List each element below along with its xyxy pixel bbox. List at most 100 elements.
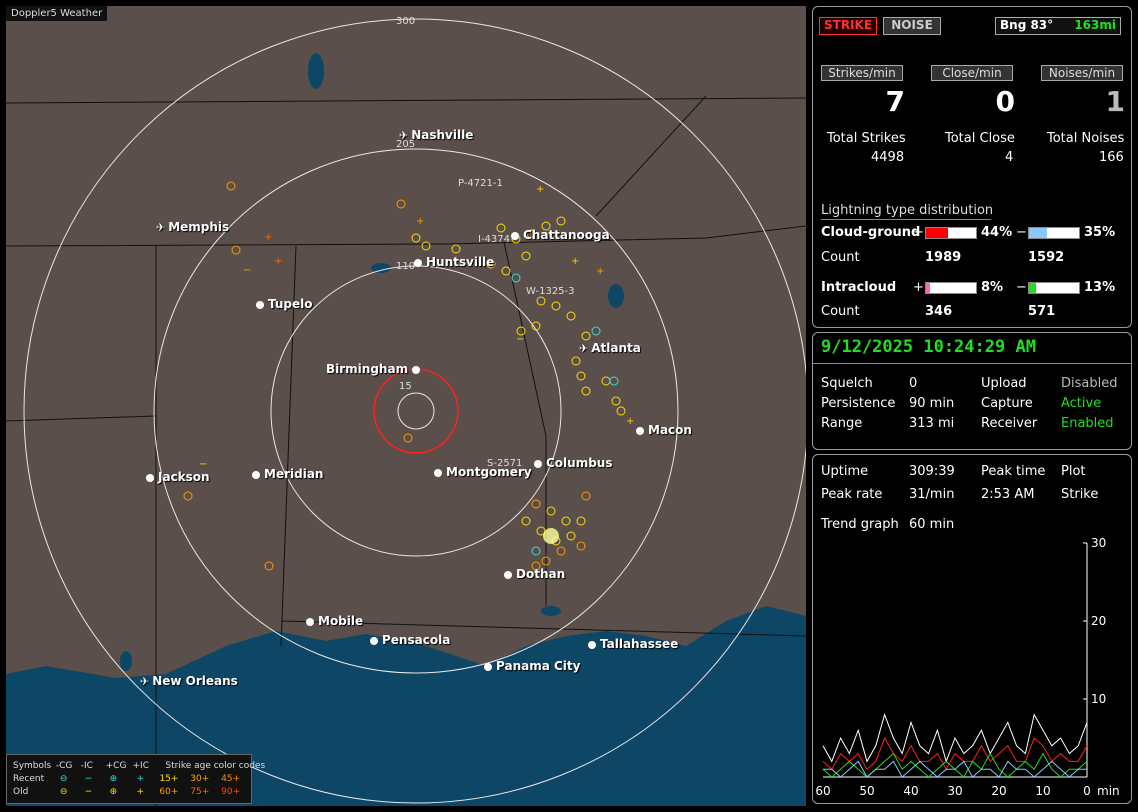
dot-icon bbox=[370, 637, 378, 645]
cg-neg-pct: 35% bbox=[1084, 225, 1116, 240]
dot-icon bbox=[412, 366, 421, 374]
squelch-label: Squelch bbox=[821, 376, 873, 391]
peak-rate-label: Peak rate bbox=[821, 487, 883, 502]
capture-value: Active bbox=[1061, 396, 1102, 411]
squelch-value: 0 bbox=[909, 376, 918, 391]
city-pensacola[interactable]: Pensacola bbox=[370, 633, 450, 647]
ic-pos-pct: 8% bbox=[981, 280, 1004, 295]
x-unit-label: min bbox=[1097, 784, 1120, 798]
upload-value: Disabled bbox=[1061, 376, 1118, 391]
neg-ic-recent-icon: − bbox=[84, 774, 93, 784]
city-meridian[interactable]: Meridian bbox=[252, 467, 323, 481]
cg-pos-count: 1989 bbox=[925, 250, 962, 265]
neg-cg-old-icon: ⊖ bbox=[59, 787, 68, 797]
minus-sign: − bbox=[1016, 225, 1027, 240]
capture-label: Capture bbox=[981, 396, 1033, 411]
city-birmingham[interactable]: Birmingham bbox=[326, 362, 424, 376]
highway-label: S-2571 bbox=[487, 458, 523, 469]
noises-min-value: 1 bbox=[1105, 85, 1125, 118]
ic-pos-fill bbox=[926, 283, 930, 293]
range-value: 313 mi bbox=[909, 416, 955, 431]
y-tick-label: 20 bbox=[1091, 614, 1106, 628]
city-panama-city[interactable]: Panama City bbox=[484, 659, 580, 673]
dot-icon bbox=[252, 471, 260, 479]
ic-neg-bar bbox=[1028, 282, 1080, 294]
pos-cg-old-icon: ⊕ bbox=[109, 787, 118, 797]
city-new-orleans[interactable]: ✈ New Orleans bbox=[140, 674, 238, 688]
peak-time-label: Peak time bbox=[981, 464, 1046, 479]
ic-neg-fill bbox=[1029, 283, 1036, 293]
pos-cg-recent-icon: ⊕ bbox=[109, 774, 118, 784]
city-nashville[interactable]: ✈ Nashville bbox=[399, 128, 474, 142]
x-tick-label: 50 bbox=[859, 784, 874, 798]
svg-text:+: + bbox=[536, 184, 544, 195]
city-macon[interactable]: Macon bbox=[636, 423, 692, 437]
age-code: 15+ bbox=[159, 774, 179, 784]
close-min-button[interactable]: Close/min bbox=[931, 65, 1013, 81]
ring-label-205: 205 bbox=[396, 139, 416, 150]
receiver-value: Enabled bbox=[1061, 416, 1114, 431]
ic-neg-pct: 13% bbox=[1084, 280, 1116, 295]
uptime-value: 309:39 bbox=[909, 464, 955, 479]
legend-old-label: Old bbox=[13, 787, 29, 797]
lightning-map[interactable]: + + + + − − − + + + Doppler5 Weather 300 205 … bbox=[6, 6, 806, 806]
city-memphis[interactable]: ✈ Memphis bbox=[156, 220, 230, 234]
cloud-ground-label: Cloud-ground bbox=[821, 225, 921, 240]
noise-button[interactable]: NOISE bbox=[883, 17, 941, 35]
neg-ic-old-icon: − bbox=[84, 787, 93, 797]
city-mobile[interactable]: Mobile bbox=[306, 614, 363, 628]
city-tallahassee[interactable]: Tallahassee bbox=[588, 637, 678, 651]
cg-pos-fill bbox=[926, 228, 948, 238]
total-close-label: Total Close bbox=[945, 131, 1015, 146]
plot-label: Plot bbox=[1061, 464, 1086, 479]
trend-series-1 bbox=[822, 736, 1088, 771]
dot-icon bbox=[306, 618, 314, 626]
strikes-min-button[interactable]: Strikes/min bbox=[821, 65, 903, 81]
ring-label-15: 15 bbox=[399, 381, 412, 392]
svg-text:+: + bbox=[571, 256, 579, 267]
ic-pos-count: 346 bbox=[925, 304, 953, 319]
city-montgomery[interactable]: Montgomery bbox=[434, 465, 532, 479]
ring-label-110: 110 bbox=[396, 261, 416, 272]
lake bbox=[608, 284, 624, 308]
total-noises-label: Total Noises bbox=[1047, 131, 1125, 146]
total-noises-value: 166 bbox=[1099, 150, 1124, 165]
cg-count-label: Count bbox=[821, 250, 860, 265]
x-tick-label: 40 bbox=[903, 784, 918, 798]
noises-min-button[interactable]: Noises/min bbox=[1041, 65, 1123, 81]
city-chattanooga[interactable]: Chattanooga bbox=[511, 228, 610, 242]
age-code: 60+ bbox=[159, 787, 179, 797]
strike-stats-panel: STRIKE NOISE Bng 83° 163mi Strikes/min C… bbox=[812, 6, 1132, 328]
plus-sign: + bbox=[913, 280, 924, 295]
age-code: 45+ bbox=[221, 774, 241, 784]
y-tick-label: 30 bbox=[1091, 536, 1106, 550]
dot-icon bbox=[588, 641, 596, 649]
divider bbox=[821, 219, 991, 220]
divider bbox=[813, 363, 1131, 364]
cg-pos-bar bbox=[925, 227, 977, 239]
total-strikes-value: 4498 bbox=[871, 150, 905, 165]
svg-text:+: + bbox=[596, 266, 604, 277]
strike-markers: + + + + − − − + + + bbox=[183, 181, 634, 571]
svg-text:+: + bbox=[274, 256, 282, 267]
city-columbus[interactable]: Columbus bbox=[534, 456, 613, 470]
strike-button[interactable]: STRIKE bbox=[819, 17, 877, 35]
city-jackson[interactable]: Jackson bbox=[146, 470, 210, 484]
state-borders bbox=[6, 95, 806, 806]
total-strikes-label: Total Strikes bbox=[827, 131, 906, 146]
city-tupelo[interactable]: Tupelo bbox=[256, 297, 313, 311]
city-atlanta[interactable]: ✈ Atlanta bbox=[579, 341, 641, 355]
neg-cg-recent-icon: ⊖ bbox=[59, 774, 68, 784]
svg-text:+: + bbox=[264, 232, 272, 243]
x-tick-label: 10 bbox=[1035, 784, 1050, 798]
x-tick-label: 30 bbox=[947, 784, 962, 798]
plot-value[interactable]: Strike bbox=[1061, 487, 1099, 502]
distance-value: 163mi bbox=[1074, 18, 1116, 32]
legend-header: +CG bbox=[105, 761, 127, 771]
city-dothan[interactable]: Dothan bbox=[504, 567, 565, 581]
trend-series-0 bbox=[822, 712, 1088, 764]
airplane-icon: ✈ bbox=[156, 221, 166, 234]
city-huntsville[interactable]: Huntsville bbox=[414, 255, 494, 269]
svg-text:−: − bbox=[243, 265, 251, 276]
x-tick-label: 60 bbox=[815, 784, 830, 798]
